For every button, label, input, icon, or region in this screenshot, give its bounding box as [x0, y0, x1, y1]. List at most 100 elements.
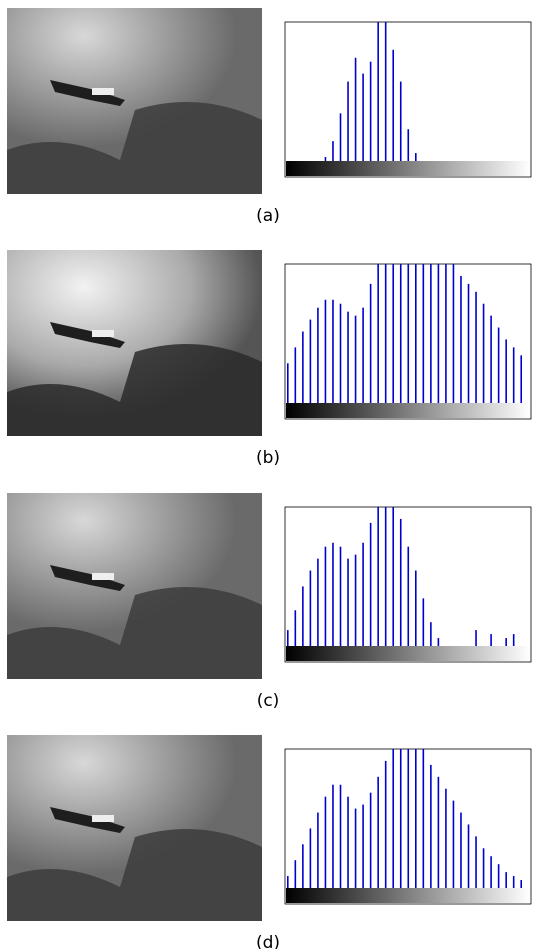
histogram-bar [339, 303, 342, 403]
histogram-bar [302, 844, 304, 888]
histogram-bar [445, 264, 447, 403]
histogram-bar [482, 303, 485, 403]
histogram-bar [287, 630, 289, 646]
histogram-bar [407, 264, 410, 403]
histogram-bar [324, 157, 327, 161]
rocks [7, 829, 262, 921]
photo [7, 735, 262, 921]
photo [7, 8, 262, 194]
histogram-bar [475, 836, 477, 888]
histogram-bar [460, 812, 462, 888]
histogram-bar [505, 339, 507, 403]
diver [50, 807, 125, 833]
histogram-bar [302, 586, 304, 646]
histogram-bar [415, 749, 417, 888]
histogram-bar [467, 824, 470, 888]
gray-scale-bar [286, 888, 530, 903]
histogram-bar [505, 872, 507, 888]
histogram-bar [399, 518, 402, 646]
histogram-bar [497, 864, 500, 888]
histogram-bar [437, 638, 440, 646]
histogram-bar [294, 610, 297, 646]
histogram-bar [384, 760, 387, 888]
histogram-bar [437, 264, 440, 403]
histogram-bar [475, 291, 477, 403]
histogram-bar [520, 880, 523, 888]
histogram-bar [287, 876, 289, 888]
histogram-bar [309, 828, 312, 888]
histogram-bar [422, 264, 425, 403]
histogram-bar [317, 812, 319, 888]
diver [50, 322, 125, 348]
histogram-bar [452, 800, 455, 888]
histogram-bar [317, 558, 319, 646]
diver-tank [92, 573, 114, 580]
histogram-bar [339, 546, 342, 646]
histogram-bar [302, 331, 304, 403]
histogram-bar [332, 299, 334, 403]
rocks [7, 587, 262, 679]
histogram-bar [445, 788, 447, 888]
histogram-bar [490, 315, 492, 403]
histogram-bar [482, 848, 485, 888]
histogram-bar [362, 804, 364, 888]
diver-tank [92, 88, 114, 95]
histogram-bar [497, 327, 500, 403]
histogram [287, 507, 515, 646]
histogram-bar [415, 153, 417, 161]
histogram-bar [512, 634, 515, 646]
photo [7, 493, 262, 679]
histogram-bar [369, 522, 372, 646]
histogram-bar [347, 796, 349, 888]
histogram-bar [369, 61, 372, 161]
histogram-bar [324, 299, 327, 403]
histogram-bar [354, 315, 357, 403]
diver [50, 80, 125, 106]
diver [50, 565, 125, 591]
panel-caption: (d) [256, 933, 280, 949]
histogram-bar [392, 49, 395, 161]
histogram [287, 749, 523, 888]
histogram-bar [437, 776, 440, 888]
histogram-bar [362, 307, 364, 403]
panel-caption: (c) [257, 691, 280, 711]
histogram-bar [512, 876, 515, 888]
histogram-bar [332, 784, 334, 888]
histogram-bar [392, 507, 395, 646]
histogram-bar [309, 319, 312, 403]
histogram-bar [347, 558, 349, 646]
histogram-bar [287, 363, 289, 403]
histogram-bar [309, 570, 312, 646]
panel-caption: (a) [256, 206, 280, 226]
histogram-bar [347, 81, 349, 161]
rocks [7, 344, 262, 436]
histogram-bar [407, 749, 410, 888]
diver-tank [92, 330, 114, 337]
histogram-bar [430, 764, 432, 888]
histogram-bar [354, 808, 357, 888]
gray-scale-bar [286, 403, 530, 418]
histogram-bar [407, 129, 410, 161]
histogram-bar [399, 81, 402, 161]
histogram-bar [490, 856, 492, 888]
histogram-bar [384, 507, 387, 646]
histogram [324, 22, 417, 161]
histogram-bar [430, 264, 432, 403]
histogram-bar [415, 264, 417, 403]
histogram-bar [369, 283, 372, 403]
histogram-bar [422, 598, 425, 646]
histogram-bar [377, 22, 379, 161]
histogram-bar [460, 275, 462, 403]
histogram-bar [392, 264, 395, 403]
histogram-bar [422, 749, 425, 888]
histogram-bar [354, 57, 357, 161]
histogram-bar [294, 347, 297, 403]
histogram-bar [415, 570, 417, 646]
histogram-bar [475, 630, 477, 646]
histogram-bar [362, 542, 364, 646]
histogram-bar [392, 749, 395, 888]
histogram-bar [339, 113, 342, 161]
histogram-bar [377, 507, 379, 646]
rocks [7, 102, 262, 194]
